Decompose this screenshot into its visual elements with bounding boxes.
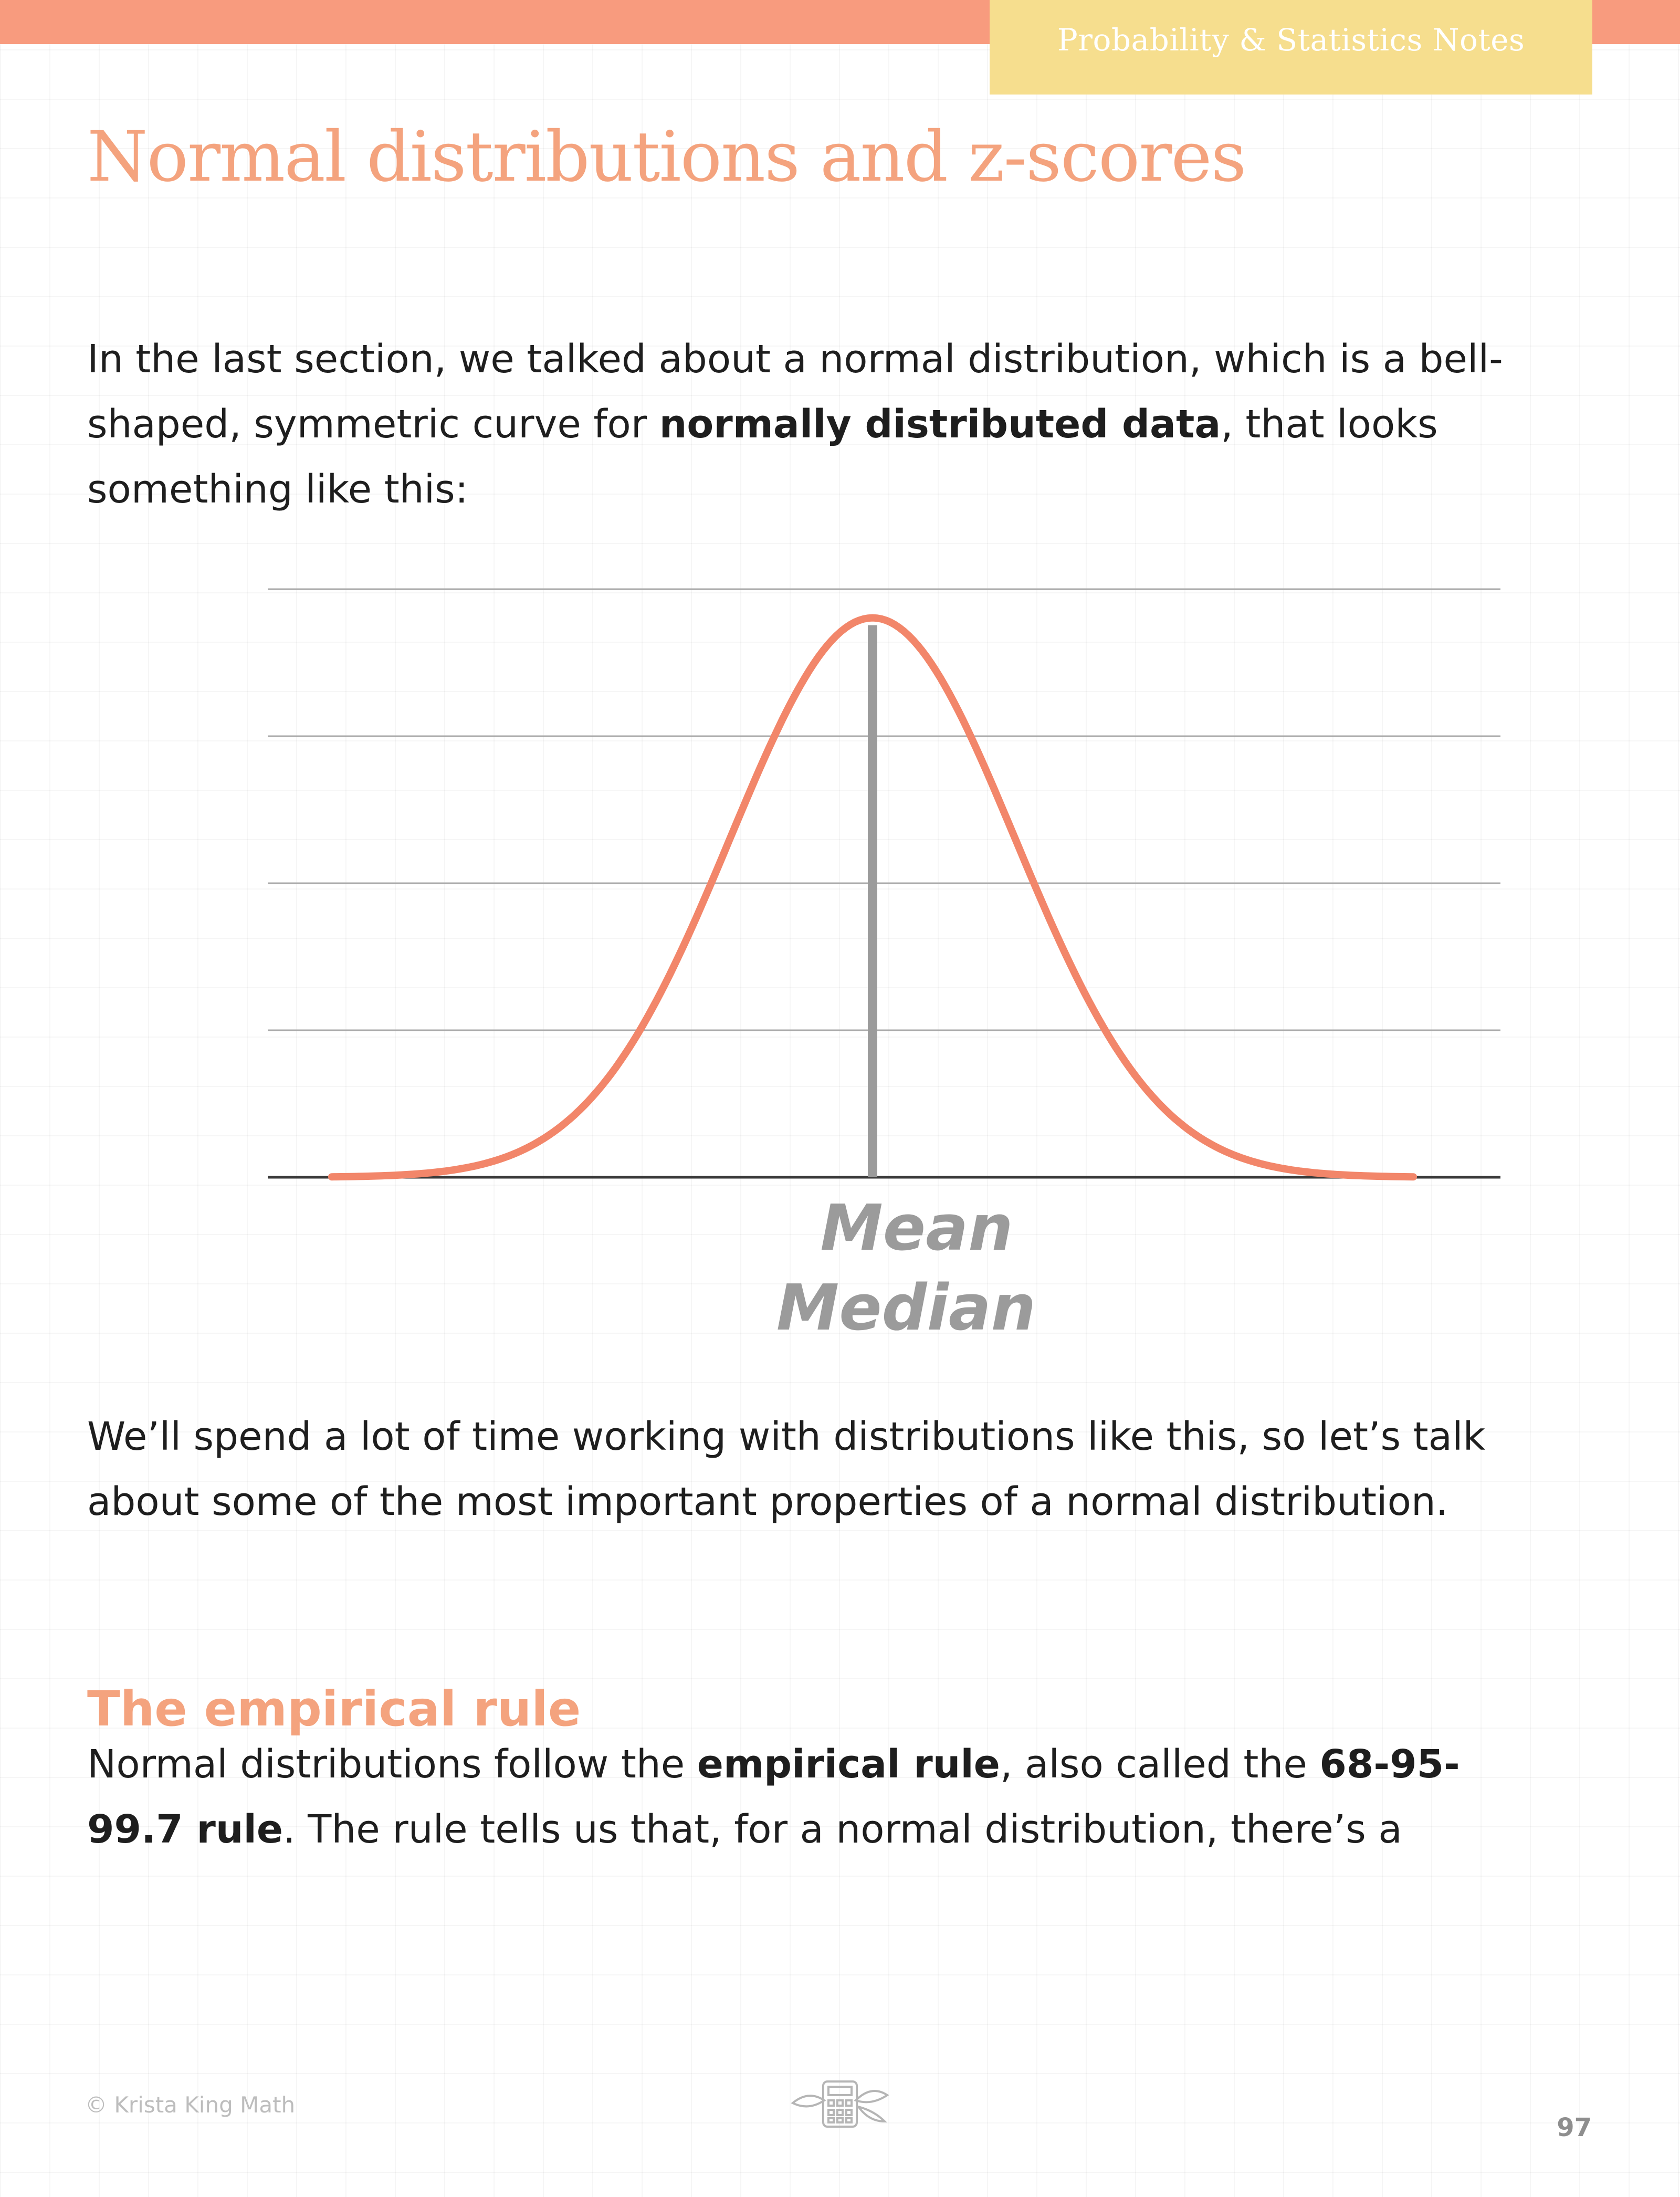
empirical-rule-paragraph: Normal distributions follow the empirica… xyxy=(87,1732,1547,1862)
header-tab: Probability & Statistics Notes xyxy=(990,0,1592,95)
gridlines xyxy=(268,588,1500,1179)
body-paragraph: We’ll spend a lot of time working with d… xyxy=(87,1414,1486,1524)
section-heading: The empirical rule xyxy=(87,1681,581,1737)
calculator-leaves-icon xyxy=(788,2074,892,2132)
footer-copyright: © Krista King Math xyxy=(85,2092,296,2118)
median-label: Median xyxy=(776,1272,1036,1345)
page-title: Normal distributions and z-scores xyxy=(87,117,1246,197)
normal-curve xyxy=(328,614,1417,1181)
normal-curve-chart: Mean Median xyxy=(0,567,1680,1397)
intro-bold-term: normally distributed data xyxy=(659,402,1221,447)
rule-text-3: . The rule tells us that, for a normal d… xyxy=(283,1807,1402,1852)
intro-text-2: , that looks something like this: xyxy=(87,402,1438,512)
rule-text-2: , also called the xyxy=(1000,1742,1320,1787)
mean-median-annotation: Mean Median xyxy=(776,1192,1036,1345)
page-number: 97 xyxy=(1557,2113,1592,2142)
mean-label: Mean xyxy=(820,1192,1013,1265)
normal-curve-svg: Mean Median xyxy=(268,588,1500,1345)
intro-paragraph: In the last section, we talked about a n… xyxy=(87,327,1547,522)
rule-bold-2: 68-95-99.7 rule xyxy=(87,1742,1460,1852)
intro-text-1: In the last section, we talked about a n… xyxy=(87,337,1503,447)
rule-bold-1: empirical rule xyxy=(697,1742,1000,1787)
header-tab-label: Probability & Statistics Notes xyxy=(1057,22,1525,58)
rule-text-1: Normal distributions follow the xyxy=(87,1742,697,1787)
